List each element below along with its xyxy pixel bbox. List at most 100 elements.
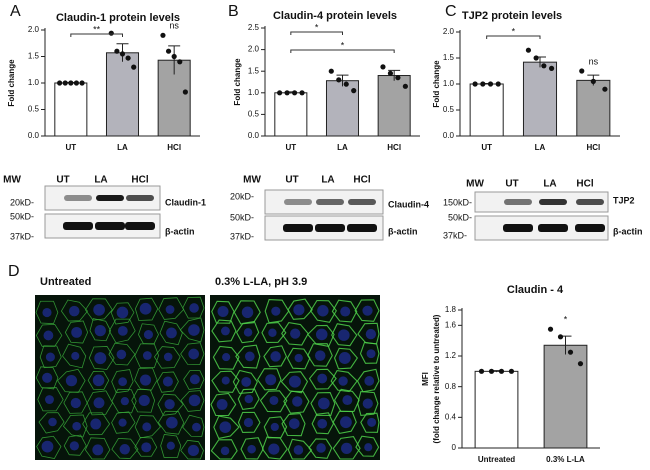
nucleus <box>189 374 200 385</box>
cell-border <box>237 411 261 434</box>
significance-label: ns <box>169 21 179 31</box>
cell-border <box>180 342 205 366</box>
x-tick-label: LA <box>337 143 348 152</box>
cell-border <box>330 370 358 393</box>
blot-band <box>503 224 533 232</box>
data-point <box>79 80 85 86</box>
nucleus <box>314 350 326 361</box>
blot-band <box>95 222 125 230</box>
nucleus <box>241 306 254 319</box>
significance-bracket <box>70 33 123 37</box>
blot-band <box>315 224 345 232</box>
mw-marker: 50kD- <box>448 212 472 222</box>
cell-border <box>237 388 260 411</box>
cell-border <box>357 391 379 417</box>
nucleus <box>92 444 104 456</box>
data-point <box>547 326 554 332</box>
cell-border <box>232 369 258 395</box>
data-point <box>160 32 166 38</box>
cell-border <box>38 412 65 434</box>
data-point <box>119 51 126 57</box>
cell-border <box>359 341 380 364</box>
nucleus <box>293 445 304 455</box>
bar <box>522 61 558 137</box>
nucleus <box>165 416 178 429</box>
nucleus <box>338 352 351 364</box>
bar <box>543 344 588 449</box>
blot-band <box>576 199 604 205</box>
micrograph-cells <box>35 296 205 460</box>
nucleus <box>188 324 200 336</box>
cell-border <box>87 370 110 390</box>
nucleus <box>93 303 105 316</box>
y-tick-label: 1.6 <box>445 320 457 329</box>
cell-border <box>261 436 288 460</box>
data-point <box>284 90 290 96</box>
blot-band <box>348 199 376 205</box>
significance-label: * <box>512 26 516 36</box>
data-point <box>478 368 485 374</box>
mw-marker: 37kD- <box>443 230 467 240</box>
blot-band <box>64 195 92 201</box>
nucleus <box>45 352 55 362</box>
panel-letter: D <box>8 263 20 280</box>
cell-border <box>307 343 333 367</box>
error-bar <box>388 69 401 81</box>
x-tick-label: HCl <box>167 143 181 152</box>
significance-label: * <box>315 22 319 32</box>
data-point <box>125 55 131 61</box>
cell-border <box>111 369 134 394</box>
nucleus <box>265 374 277 386</box>
data-point <box>602 86 608 92</box>
y-tick-label: 0.0 <box>248 131 260 140</box>
data-point <box>171 53 177 60</box>
nucleus <box>118 377 128 387</box>
y-axis-label: Fold change <box>432 60 441 108</box>
y-tick-label: 1.2 <box>445 351 457 360</box>
nucleus <box>243 417 254 428</box>
nucleus <box>90 418 102 430</box>
nucleus <box>340 306 351 317</box>
chart-title: Claudin - 4 <box>507 284 564 296</box>
nucleus <box>139 374 152 386</box>
cell-border <box>63 391 88 414</box>
protein-label: β-actin <box>613 226 643 236</box>
protein-label: Claudin-4 <box>388 199 429 209</box>
cell-border <box>35 300 59 325</box>
cell-border <box>157 393 184 416</box>
y-tick-label: 1.5 <box>443 53 455 62</box>
data-point <box>395 75 401 81</box>
nucleus <box>48 417 57 427</box>
data-point <box>131 64 137 70</box>
cell-border <box>261 321 287 344</box>
nucleus <box>315 328 328 341</box>
x-tick-label: UT <box>65 143 76 152</box>
data-point <box>488 368 495 374</box>
cell-border <box>111 411 136 434</box>
data-point <box>498 368 505 374</box>
cell-border <box>131 388 156 413</box>
nucleus <box>362 305 373 316</box>
cell-border <box>333 388 360 412</box>
cell-border <box>86 390 113 416</box>
blot-band <box>504 199 532 205</box>
x-tick-label: HCl <box>586 143 600 152</box>
cell-border <box>110 302 135 325</box>
cell-border <box>280 371 309 394</box>
data-point <box>472 81 478 87</box>
y-tick-label: 0.0 <box>443 131 455 140</box>
data-point <box>57 80 63 86</box>
cell-border <box>331 323 358 347</box>
blot-band <box>539 199 567 205</box>
data-point <box>299 90 305 96</box>
cell-border <box>64 320 89 344</box>
data-point <box>567 349 574 355</box>
cell-border <box>62 343 87 369</box>
y-tick-label: 0.0 <box>28 131 40 140</box>
nucleus <box>317 373 328 384</box>
nucleus <box>68 305 80 317</box>
cell-border <box>153 346 181 369</box>
x-tick-label: HCl <box>387 143 401 152</box>
y-axis-label: Fold change <box>233 58 242 106</box>
blot-band <box>126 195 154 201</box>
